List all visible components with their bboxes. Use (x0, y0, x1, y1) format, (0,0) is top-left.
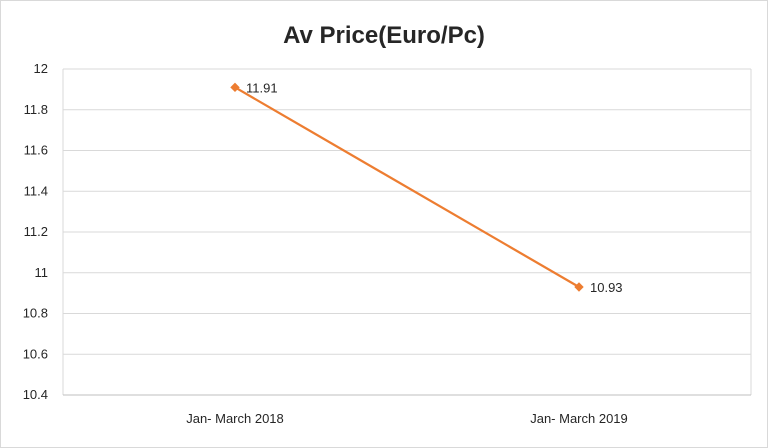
y-tick-label: 10.8 (23, 306, 48, 321)
y-tick-label: 11 (35, 265, 49, 280)
axes (62, 69, 752, 396)
data-series (230, 82, 584, 292)
y-tick-label: 12 (34, 61, 48, 76)
y-tick-label: 10.4 (23, 387, 48, 402)
x-tick-label: Jan- March 2018 (186, 411, 284, 426)
x-tick-label: Jan- March 2019 (530, 411, 628, 426)
data-label: 11.91 (246, 80, 278, 95)
series-line (234, 86, 580, 288)
data-label: 10.93 (590, 280, 623, 295)
y-tick-label: 11.2 (24, 224, 48, 239)
data-point-marker (230, 82, 240, 93)
y-tick-label: 11.4 (24, 183, 48, 198)
gridlines (63, 68, 751, 396)
y-tick-label: 10.6 (23, 346, 48, 361)
data-labels: 11.91 10.93 (246, 80, 623, 295)
y-tick-label: 11.8 (24, 102, 48, 117)
y-axis-tick-labels: 10.4 10.6 10.8 11 11.2 11.4 11.6 11.8 12 (23, 61, 48, 402)
data-point-marker (574, 282, 584, 292)
y-tick-label: 11.6 (24, 143, 48, 158)
x-axis-tick-labels: Jan- March 2018 Jan- March 2019 (186, 411, 628, 426)
chart-title: Av Price(Euro/Pc) (283, 22, 485, 49)
